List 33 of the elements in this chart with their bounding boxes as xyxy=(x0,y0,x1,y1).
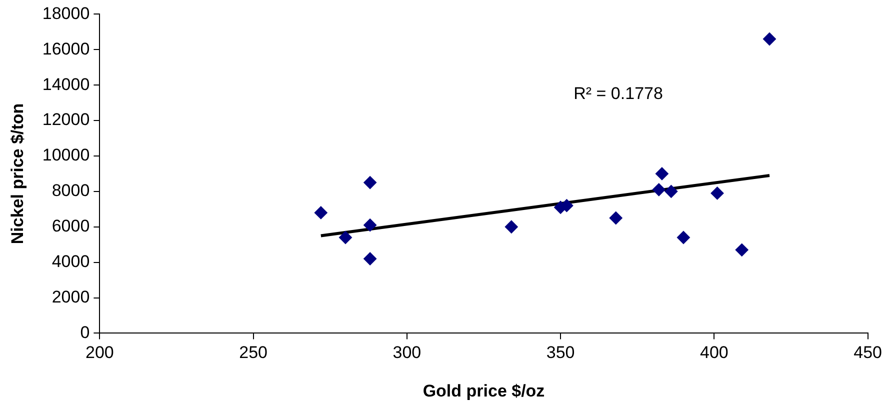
point xyxy=(504,220,518,234)
point xyxy=(314,206,328,220)
point xyxy=(762,32,776,46)
point xyxy=(710,186,724,200)
y-tick-label: 2000 xyxy=(52,287,90,306)
point xyxy=(652,183,666,196)
x-tick-label: 300 xyxy=(392,343,422,362)
point xyxy=(655,167,668,180)
y-tick-label: 6000 xyxy=(52,216,90,236)
y-tick-label: 0 xyxy=(80,322,90,342)
point xyxy=(735,243,748,256)
y-tick-label: 12000 xyxy=(42,110,90,130)
y-tick-label: 18000 xyxy=(42,4,90,23)
point xyxy=(364,176,377,190)
y-tick-label: 4000 xyxy=(52,252,90,271)
point xyxy=(664,184,678,198)
point xyxy=(364,252,377,266)
x-tick-label: 200 xyxy=(85,343,114,362)
y-tick-label: 10000 xyxy=(42,146,90,165)
annotation: R² = 0.1778 xyxy=(574,84,663,103)
point xyxy=(676,231,690,244)
point xyxy=(609,212,622,225)
x-tick-label: 400 xyxy=(700,343,728,362)
x-tick-label: 450 xyxy=(854,343,882,362)
y-tick-label: 8000 xyxy=(52,181,90,200)
y-axis-title: Nickel price $/ton xyxy=(8,103,27,244)
x-tick-label: 350 xyxy=(546,343,575,362)
point xyxy=(364,218,377,232)
point xyxy=(338,231,352,244)
y-tick-label: 16000 xyxy=(42,39,90,58)
x-axis-title: Gold price $/oz xyxy=(422,381,545,400)
x-tick-label: 250 xyxy=(239,343,268,362)
y-tick-label: 14000 xyxy=(42,74,90,94)
